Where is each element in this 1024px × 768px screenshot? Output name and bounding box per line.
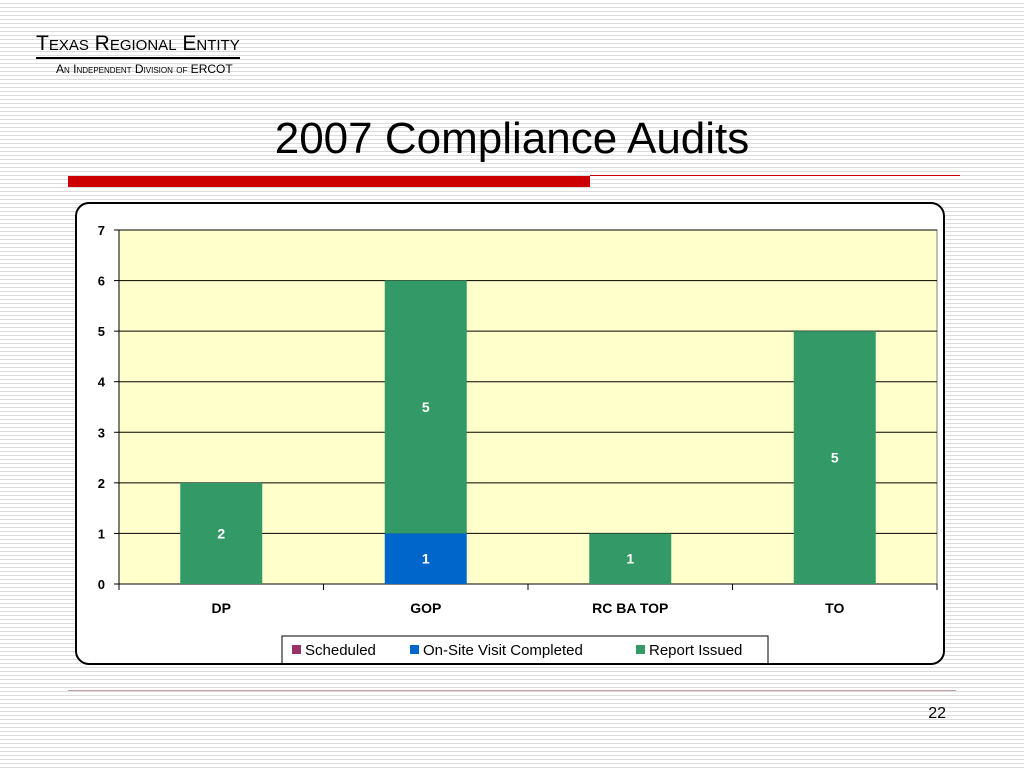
y-tick-label: 4 [98,375,106,390]
org-name: Texas Regional Entity [36,32,240,59]
legend-label: Scheduled [305,642,376,659]
data-label: 5 [422,399,430,415]
bar-segment [384,533,467,584]
x-category-label: RC BA TOP [592,600,668,616]
data-label: 1 [422,551,430,567]
footer-rule [68,690,956,691]
y-tick-label: 1 [98,526,105,541]
legend-label: Report Issued [649,642,742,659]
y-tick-label: 2 [98,476,105,491]
title-underline-thin [590,175,960,176]
y-tick-label: 6 [98,274,105,289]
page-number: 22 [928,705,946,722]
bar-segment [793,331,876,584]
data-label: 5 [831,450,839,466]
legend-box [281,635,769,663]
org-logo-block: Texas Regional Entity An Independent Div… [36,32,240,76]
legend-swatch [292,645,301,654]
title-underline-bar [68,176,590,187]
chart-frame: 0 1 2 3 4 5 6 7 DP 2 GOP 1 5 RC BA TOP 1 TO 5 Scheduled On… [75,202,945,665]
x-category-label: DP [212,600,231,616]
stacked-bar-chart: 0 1 2 3 4 5 6 7 DP 2 GOP 1 5 RC BA TOP 1 TO 5 Scheduled On… [98,223,938,663]
legend-label: On-Site Visit Completed [423,642,583,659]
y-tick-label: 5 [98,324,105,339]
data-label: 1 [626,551,634,567]
bar-segment [180,482,263,584]
y-tick-label: 0 [98,577,105,592]
y-tick-label: 3 [98,425,105,440]
legend-swatch [636,645,645,654]
y-tick-label: 7 [98,223,105,238]
bar-segment [589,533,672,584]
org-subtitle: An Independent Division of ERCOT [56,62,233,76]
data-label: 2 [217,525,225,541]
legend-swatch [410,645,419,654]
x-category-label: TO [825,600,844,616]
slide-title: 2007 Compliance Audits [274,114,750,163]
x-category-label: GOP [410,600,441,616]
bar-segment [384,280,467,534]
